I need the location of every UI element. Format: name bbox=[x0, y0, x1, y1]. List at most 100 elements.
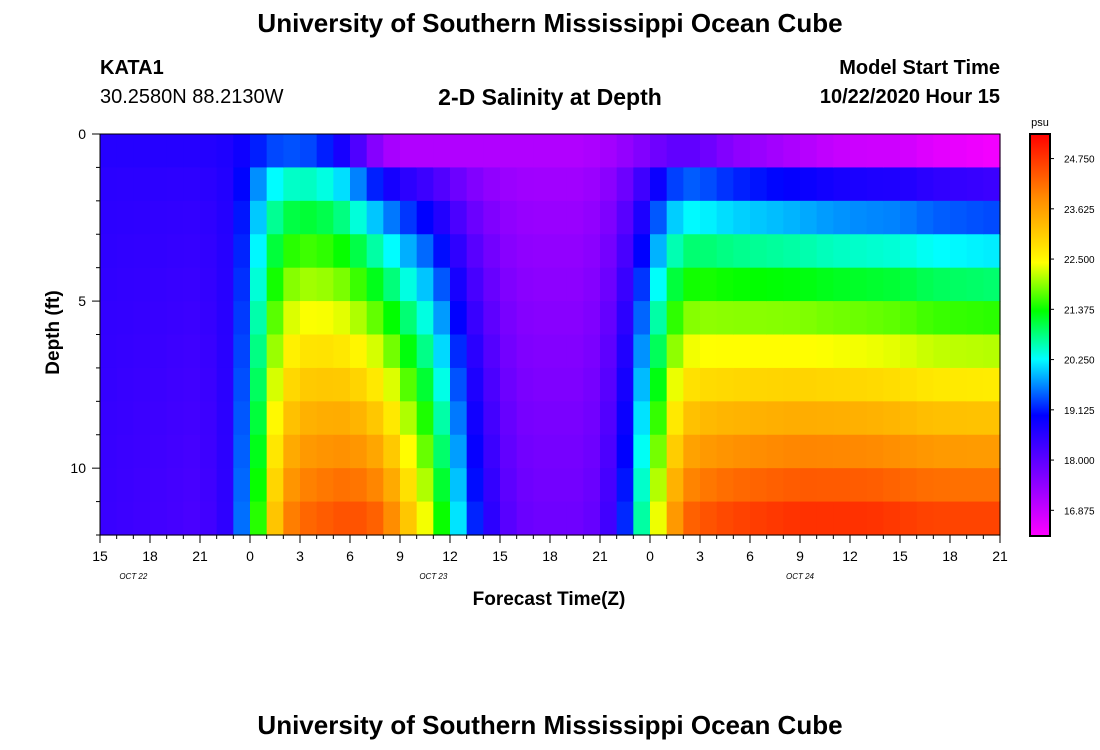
x-tick-label: 3 bbox=[296, 548, 304, 564]
heatmap-cell bbox=[683, 434, 701, 469]
heatmap-cell bbox=[616, 501, 634, 536]
date-label: OCT 23 bbox=[419, 572, 448, 581]
heatmap-cell bbox=[166, 200, 184, 235]
heatmap-cell bbox=[150, 200, 168, 235]
heatmap-cell bbox=[900, 167, 918, 202]
heatmap-cell bbox=[316, 501, 334, 536]
heatmap-cell bbox=[783, 434, 801, 469]
heatmap-cell bbox=[550, 234, 568, 269]
heatmap-cell bbox=[283, 501, 301, 536]
heatmap-cell bbox=[450, 334, 468, 369]
heatmap-cell bbox=[566, 234, 584, 269]
heatmap-cell bbox=[650, 234, 668, 269]
heatmap-cell bbox=[983, 267, 1001, 302]
x-tick-label: 12 bbox=[842, 548, 858, 564]
heatmap-cell bbox=[566, 200, 584, 235]
heatmap-cell bbox=[833, 501, 851, 536]
heatmap-cell bbox=[900, 267, 918, 302]
heatmap-cell bbox=[933, 200, 951, 235]
heatmap-cell bbox=[916, 267, 934, 302]
heatmap-cell bbox=[750, 134, 768, 169]
heatmap-cell bbox=[150, 367, 168, 402]
heatmap-cell bbox=[133, 267, 151, 302]
heatmap-cell bbox=[783, 501, 801, 536]
heatmap-cell bbox=[950, 301, 968, 336]
heatmap-cell bbox=[133, 134, 151, 169]
heatmap-cell bbox=[816, 434, 834, 469]
heatmap-cell bbox=[583, 200, 601, 235]
heatmap-cell bbox=[333, 200, 351, 235]
heatmap-cell bbox=[166, 434, 184, 469]
heatmap-cell bbox=[283, 267, 301, 302]
heatmap-cell bbox=[316, 267, 334, 302]
heatmap-cell bbox=[466, 301, 484, 336]
heatmap-cell bbox=[700, 367, 718, 402]
heatmap-cell bbox=[216, 334, 234, 369]
heatmap-cell bbox=[416, 234, 434, 269]
heatmap-cell bbox=[366, 301, 384, 336]
heatmap-cell bbox=[566, 167, 584, 202]
heatmap-cell bbox=[466, 200, 484, 235]
heatmap-cell bbox=[816, 367, 834, 402]
heatmap-cell bbox=[533, 401, 551, 436]
heatmap-cell bbox=[116, 167, 134, 202]
heatmap-cell bbox=[550, 167, 568, 202]
heatmap-cell bbox=[533, 167, 551, 202]
heatmap-cell bbox=[783, 468, 801, 503]
heatmap-cell bbox=[250, 301, 268, 336]
heatmap-cell bbox=[633, 434, 651, 469]
heatmap-cell bbox=[400, 200, 418, 235]
heatmap-cell bbox=[816, 234, 834, 269]
colorbar-tick-label: 19.125 bbox=[1064, 406, 1095, 417]
heatmap-cell bbox=[683, 367, 701, 402]
heatmap-cell bbox=[200, 501, 218, 536]
heatmap-cell bbox=[983, 234, 1001, 269]
heatmap-cell bbox=[416, 434, 434, 469]
heatmap-cell bbox=[300, 401, 318, 436]
heatmap-cell bbox=[800, 468, 818, 503]
heatmap-cell bbox=[366, 401, 384, 436]
heatmap-cell bbox=[633, 200, 651, 235]
x-tick-label: 9 bbox=[796, 548, 804, 564]
heatmap-cell bbox=[433, 401, 451, 436]
heatmap-cell bbox=[950, 401, 968, 436]
heatmap-cell bbox=[883, 267, 901, 302]
heatmap-cell bbox=[516, 301, 534, 336]
heatmap-cell bbox=[233, 301, 251, 336]
y-tick-label: 0 bbox=[78, 126, 86, 142]
heatmap-cell bbox=[383, 334, 401, 369]
heatmap-cell bbox=[466, 167, 484, 202]
heatmap-cell bbox=[916, 134, 934, 169]
heatmap-cell bbox=[216, 367, 234, 402]
colorbar-gradient bbox=[1029, 133, 1051, 537]
heatmap-cell bbox=[200, 334, 218, 369]
heatmap-cell bbox=[116, 301, 134, 336]
heatmap-cell bbox=[200, 200, 218, 235]
heatmap-cell bbox=[433, 301, 451, 336]
heatmap-cell bbox=[233, 501, 251, 536]
heatmap-cell bbox=[116, 501, 134, 536]
heatmap-cell bbox=[500, 234, 518, 269]
heatmap-cell bbox=[450, 167, 468, 202]
heatmap-cell bbox=[850, 301, 868, 336]
heatmap-cell bbox=[366, 267, 384, 302]
heatmap-cell bbox=[566, 401, 584, 436]
heatmap-cell bbox=[216, 468, 234, 503]
heatmap-cell bbox=[816, 301, 834, 336]
heatmap-cell bbox=[183, 434, 201, 469]
heatmap-cell bbox=[483, 234, 501, 269]
heatmap-cell bbox=[966, 334, 984, 369]
heatmap-cell bbox=[100, 200, 118, 235]
heatmap-cell bbox=[200, 367, 218, 402]
heatmap-cell bbox=[650, 501, 668, 536]
heatmap-cell bbox=[716, 401, 734, 436]
heatmap-cell bbox=[333, 134, 351, 169]
heatmap-cell bbox=[183, 367, 201, 402]
heatmap-cell bbox=[383, 200, 401, 235]
heatmap-cell bbox=[866, 200, 884, 235]
heatmap-cell bbox=[750, 301, 768, 336]
x-tick-label: 12 bbox=[442, 548, 458, 564]
heatmap-cell bbox=[283, 134, 301, 169]
heatmap-cell bbox=[266, 234, 284, 269]
